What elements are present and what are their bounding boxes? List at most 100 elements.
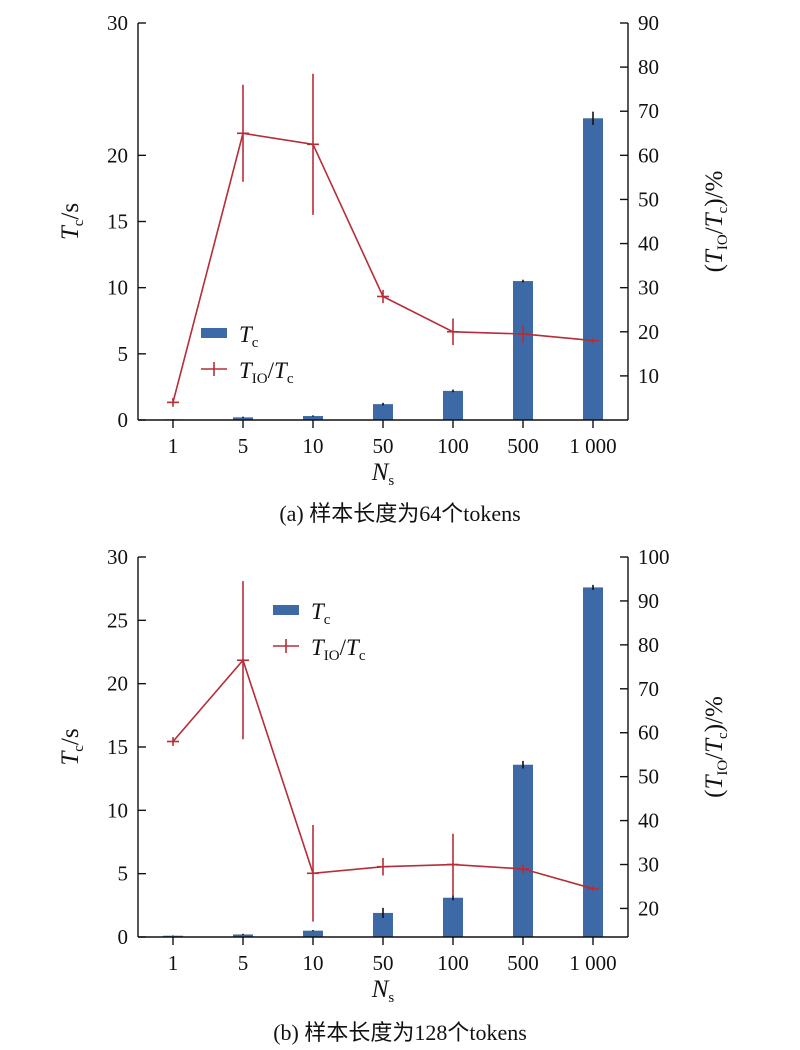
right-tick-label: 20	[638, 896, 659, 920]
x-tick-label: 10	[303, 434, 324, 458]
right-tick-label: 30	[638, 276, 659, 300]
legend-line-main: T	[311, 635, 326, 660]
x-axis-title-main: N	[371, 976, 390, 1003]
legend-line-t2: T	[274, 358, 289, 383]
right-tick-label: 20	[638, 320, 659, 344]
left-tick-label: 0	[118, 408, 129, 432]
x-tick-label: 1 000	[569, 434, 616, 458]
right-tick-label: 70	[638, 677, 659, 701]
left-tick-label: 15	[107, 210, 128, 234]
right-y-title-post: )/%	[701, 171, 728, 207]
left-tick-label: 10	[107, 276, 128, 300]
right-tick-label: 40	[638, 232, 659, 256]
bar-100	[443, 390, 463, 420]
left-tick-label: 20	[107, 672, 128, 696]
left-tick-label: 5	[118, 342, 129, 366]
x-tick-label: 5	[238, 434, 249, 458]
right-tick-label: 90	[638, 589, 659, 613]
left-tick-label: 5	[118, 862, 129, 886]
x-axis-title-main: N	[371, 459, 390, 486]
x-tick-label: 500	[507, 434, 539, 458]
legend-line-t2: T	[346, 635, 361, 660]
bar-10	[303, 930, 323, 937]
legend-bar-main: T	[311, 599, 326, 624]
legend-bar-label: Tc	[239, 322, 259, 351]
legend-line-sub: IO	[324, 648, 340, 664]
bar-5	[233, 934, 253, 937]
right-y-title-slash: /	[701, 227, 728, 234]
right-y-title-sub2: c	[715, 206, 731, 213]
right-y-axis-title: (TIO/Tc)/%	[701, 171, 731, 273]
right-y-title-sub2: c	[715, 732, 731, 739]
legend-bar-swatch	[201, 328, 227, 338]
bar-5	[233, 417, 253, 420]
x-axis-title-sub: s	[388, 473, 394, 489]
bar-500	[513, 764, 533, 937]
legend-bar-sub: c	[324, 612, 331, 628]
right-y-title-sub1: IO	[715, 234, 731, 250]
legend-line-label: TIO/Tc	[311, 635, 366, 664]
right-y-title-paren: (	[701, 790, 728, 798]
legend-bar-main: T	[239, 322, 254, 347]
right-y-axis-title: (TIO/Tc)/%	[701, 696, 731, 798]
right-y-title-t2: T	[701, 737, 728, 753]
x-axis-title: Ns	[371, 459, 395, 489]
bar-10	[303, 416, 323, 420]
legend-line-slash: /	[268, 358, 275, 383]
x-tick-label: 1 000	[569, 951, 616, 975]
left-tick-label: 10	[107, 798, 128, 822]
x-tick-label: 1	[168, 434, 179, 458]
x-axis-title-sub: s	[388, 990, 394, 1006]
x-tick-label: 10	[303, 951, 324, 975]
left-y-title-main: T	[57, 224, 84, 240]
right-y-title-post: )/%	[701, 696, 728, 732]
left-tick-label: 30	[107, 545, 128, 569]
left-tick-label: 0	[118, 925, 129, 949]
right-tick-label: 10	[638, 364, 659, 388]
right-tick-label: 50	[638, 765, 659, 789]
bar-1000	[583, 118, 603, 420]
right-y-title-slash: /	[701, 753, 728, 760]
left-y-axis-title: Tc/s	[57, 203, 87, 240]
left-y-title-main: T	[57, 750, 84, 766]
left-tick-label: 15	[107, 735, 128, 759]
right-tick-label: 80	[638, 55, 659, 79]
left-y-title-sub: c	[71, 219, 87, 226]
legend-bar-label: Tc	[311, 599, 331, 628]
x-tick-label: 50	[373, 951, 394, 975]
left-y-title-rest: /s	[57, 203, 84, 220]
bar-1000	[583, 587, 603, 937]
right-tick-label: 50	[638, 187, 659, 211]
right-tick-label: 90	[638, 11, 659, 35]
figure-caption: (a) 样本长度为64个tokens	[279, 501, 520, 526]
bar-500	[513, 281, 533, 420]
right-tick-label: 100	[638, 545, 670, 569]
x-tick-label: 100	[437, 434, 469, 458]
right-tick-label: 80	[638, 633, 659, 657]
x-axis-title: Ns	[371, 976, 395, 1006]
bar-50	[373, 404, 393, 420]
legend-bar-swatch	[273, 605, 299, 615]
left-tick-label: 30	[107, 11, 128, 35]
x-tick-label: 500	[507, 951, 539, 975]
right-tick-label: 30	[638, 853, 659, 877]
legend-line-sub2: c	[287, 371, 294, 387]
left-y-title-sub: c	[71, 745, 87, 752]
x-tick-label: 50	[373, 434, 394, 458]
left-y-title-rest: /s	[57, 728, 84, 745]
legend-line-sub2: c	[359, 648, 366, 664]
right-tick-label: 70	[638, 99, 659, 123]
legend-line-slash: /	[340, 635, 347, 660]
x-tick-label: 1	[168, 951, 179, 975]
legend-line-label: TIO/Tc	[239, 358, 294, 387]
x-tick-label: 5	[238, 951, 249, 975]
right-y-title-sub1: IO	[715, 760, 731, 776]
left-tick-label: 20	[107, 143, 128, 167]
left-tick-label: 25	[107, 608, 128, 632]
right-tick-label: 60	[638, 143, 659, 167]
